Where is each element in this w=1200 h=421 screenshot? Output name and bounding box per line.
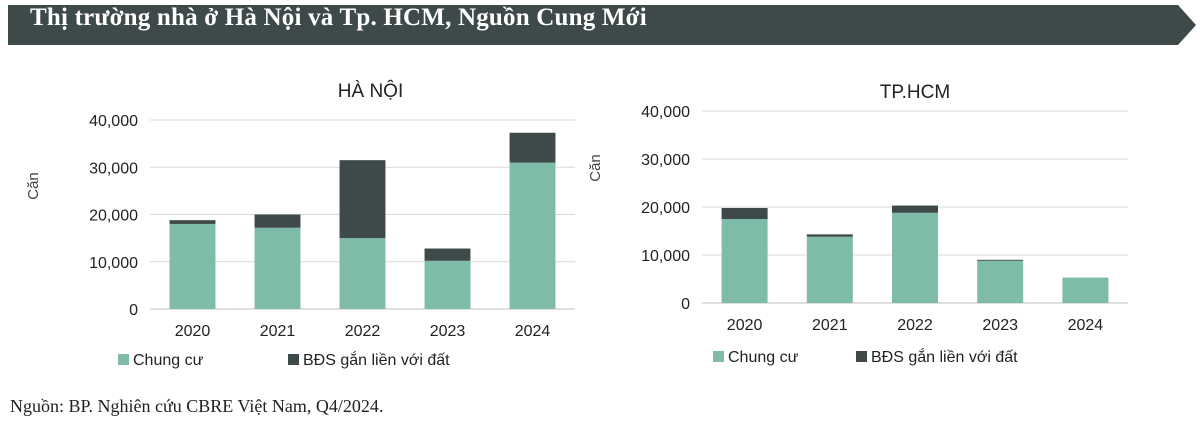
hanoi-bar-bds-2022 [339, 160, 386, 239]
hanoi-y-axis-label: Căn [25, 172, 42, 200]
title-banner [8, 5, 1196, 45]
hanoi-bar-chung-cu-2020 [169, 223, 216, 309]
hanoi-bar-bds-2023 [424, 248, 471, 261]
hanoi-y-tick-label: 10,000 [89, 255, 138, 272]
hcm-bar-bds-2020 [721, 207, 768, 219]
hcm-x-tick-label: 2021 [812, 317, 848, 334]
banner-title: Thị trường nhà ở Hà Nội và Tp. HCM, Nguồ… [30, 4, 647, 31]
hcm-legend-swatch-chung-cu [713, 351, 724, 362]
source-note: Nguồn: BP. Nghiên cứu CBRE Việt Nam, Q4/… [10, 396, 384, 416]
hanoi-chart-title: HÀ NỘI [338, 80, 403, 102]
hcm-x-tick-label: 2023 [982, 317, 1018, 334]
hcm-bar-chung-cu-2023 [977, 260, 1024, 303]
hanoi-bar-chung-cu-2022 [339, 238, 386, 309]
hanoi-y-tick-label: 30,000 [89, 160, 138, 177]
hanoi-x-tick-label: 2024 [515, 323, 551, 340]
hcm-chart-title: TP.HCM [880, 82, 950, 103]
hanoi-bar-bds-2020 [169, 220, 216, 224]
hanoi-bar-bds-2021 [254, 214, 301, 228]
hanoi-y-tick-label: 40,000 [89, 113, 138, 130]
hcm-chart: TP.HCM Căn 0 10,000 20,000 30,000 40,000 2020 20… [587, 82, 1128, 366]
hanoi-bar-chung-cu-2023 [424, 260, 471, 309]
hanoi-x-tick-label: 2021 [260, 323, 296, 340]
hanoi-legend-label-bds: BĐS gắn liền với đất [303, 350, 450, 369]
hcm-bar-chung-cu-2021 [806, 236, 853, 303]
banner-background [8, 5, 1196, 45]
hanoi-bar-chung-cu-2024 [509, 162, 556, 309]
hanoi-legend-swatch-chung-cu [118, 354, 129, 365]
hcm-bar-bds-2021 [806, 234, 853, 237]
hanoi-bar-chung-cu-2021 [254, 227, 301, 309]
hcm-y-tick-label: 0 [681, 296, 690, 313]
hcm-x-tick-label: 2020 [727, 317, 763, 334]
hcm-y-tick-label: 30,000 [641, 152, 690, 169]
hanoi-legend-swatch-bds [288, 354, 299, 365]
hcm-legend-swatch-bds [856, 351, 867, 362]
hcm-legend-label-chung-cu: Chung cư [728, 349, 799, 366]
hcm-bar-bds-2022 [891, 205, 939, 213]
hcm-legend-label-bds: BĐS gắn liền với đất [871, 347, 1018, 366]
hcm-y-axis-label: Căn [587, 154, 604, 182]
hcm-bar-chung-cu-2024 [1062, 277, 1109, 303]
hanoi-y-tick-label: 20,000 [89, 208, 138, 225]
hanoi-x-tick-label: 2023 [430, 323, 466, 340]
hanoi-x-tick-label: 2022 [345, 323, 381, 340]
hcm-bar-bds-2023 [977, 259, 1024, 261]
hcm-bar-chung-cu-2020 [721, 219, 768, 303]
hcm-x-tick-label: 2024 [1068, 317, 1104, 334]
hanoi-legend-label-chung-cu: Chung cư [133, 352, 204, 369]
hanoi-y-tick-label: 0 [129, 302, 138, 319]
hanoi-bar-bds-2024 [509, 132, 556, 163]
hcm-bar-chung-cu-2022 [891, 212, 939, 303]
hanoi-chart: HÀ NỘI Căn 0 10,000 20,000 30,000 40,000 2020 20… [25, 80, 575, 369]
hcm-y-tick-label: 20,000 [641, 200, 690, 217]
hcm-x-tick-label: 2022 [897, 317, 933, 334]
hcm-y-tick-label: 40,000 [641, 104, 690, 121]
hcm-y-tick-label: 10,000 [641, 248, 690, 265]
hanoi-x-tick-label: 2020 [175, 323, 211, 340]
